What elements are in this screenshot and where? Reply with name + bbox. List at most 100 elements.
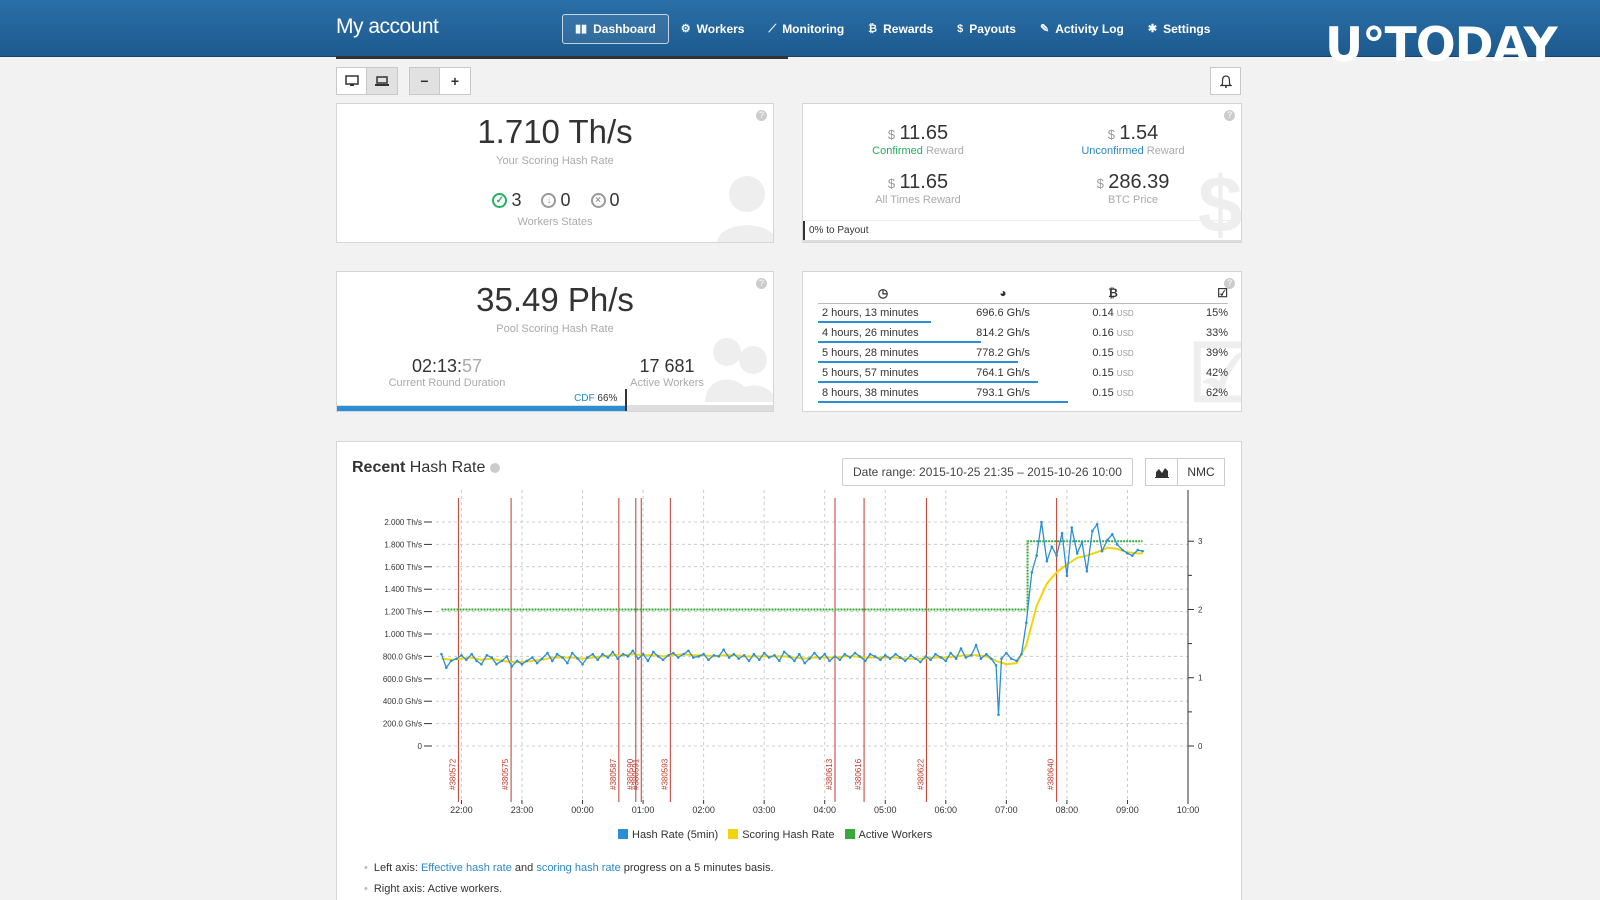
round-duration-cell: 4 hours, 26 minutes bbox=[822, 327, 919, 339]
block-marker-label: #380640 bbox=[1047, 758, 1056, 790]
round-duration-bar bbox=[818, 381, 1038, 383]
hash-rate-point bbox=[490, 656, 494, 659]
payout-progress-text: 0% to Payout bbox=[809, 225, 869, 236]
hash-rate-point bbox=[797, 652, 801, 656]
view-toggle bbox=[336, 67, 398, 95]
nav-rewards[interactable]: ₿ Rewards bbox=[856, 14, 945, 44]
hash-rate-point bbox=[449, 659, 453, 663]
nav-workers[interactable]: ⚙ Workers bbox=[669, 14, 757, 44]
help-icon[interactable]: ? bbox=[1224, 278, 1235, 289]
table-row[interactable]: 5 hours, 57 minutes 764.1 Gh/s 0.15 USD 42% bbox=[818, 363, 1228, 383]
hash-rate-point bbox=[1106, 538, 1109, 542]
reward-label: Reward bbox=[922, 145, 964, 157]
zoom-out-button[interactable]: − bbox=[409, 67, 440, 95]
nav-payouts[interactable]: $ Payouts bbox=[945, 14, 1028, 44]
date-range-picker[interactable]: Date range: 2015-10-25 21:35 – 2015-10-2… bbox=[842, 458, 1133, 486]
hash-rate-point bbox=[1080, 540, 1084, 544]
worker-state-count: 3 bbox=[511, 190, 522, 210]
round-duration-seconds: 57 bbox=[462, 356, 483, 376]
x-tick-label: 03:00 bbox=[753, 805, 776, 815]
reward-label: Reward bbox=[1143, 145, 1185, 157]
hash-rate-point bbox=[652, 650, 655, 654]
help-icon[interactable]: ? bbox=[1224, 110, 1235, 121]
legend-item[interactable]: Hash Rate (5min) bbox=[618, 829, 718, 841]
worker-state-count: 0 bbox=[560, 190, 571, 210]
table-row[interactable]: 4 hours, 26 minutes 814.2 Gh/s 0.16 USD 33% bbox=[818, 323, 1228, 343]
hash-rate-point bbox=[646, 659, 650, 663]
round-reward-cell: 0.14 bbox=[1092, 307, 1114, 320]
hash-rate-point bbox=[550, 659, 554, 663]
block-marker-label: #380572 bbox=[448, 758, 457, 790]
hash-rate-point bbox=[1045, 559, 1049, 563]
recent-hashrate-panel bbox=[336, 441, 1242, 900]
legend-item[interactable]: Scoring Hash Rate bbox=[728, 829, 835, 841]
hash-rate-point bbox=[440, 652, 443, 656]
currency-unit: USD bbox=[1116, 309, 1134, 319]
bell-button[interactable] bbox=[1210, 67, 1241, 95]
help-icon[interactable]: ? bbox=[756, 278, 767, 289]
hash-rate-point bbox=[616, 657, 619, 660]
series-hash-rate bbox=[440, 521, 1143, 715]
worker-state[interactable]: ↓ 0 bbox=[541, 190, 571, 211]
worker-state[interactable]: ✓ 3 bbox=[492, 190, 521, 211]
hash-rate-point bbox=[530, 656, 534, 659]
chart-legend: Hash Rate (5min) Scoring Hash Rate Active … bbox=[618, 829, 932, 841]
hash-rate-point bbox=[944, 659, 948, 663]
hash-rate-point bbox=[601, 652, 604, 656]
table-row[interactable]: 2 hours, 13 minutes 696.6 Gh/s 0.14 USD 15% bbox=[818, 303, 1228, 323]
table-row[interactable]: 5 hours, 28 minutes 778.2 Gh/s 0.15 USD 39% bbox=[818, 343, 1228, 363]
worker-states: ✓ 3 ↓ 0 × 0 bbox=[337, 190, 773, 211]
y-left-tick-label: 1.400 Th/s bbox=[384, 585, 422, 594]
active-workers-label: Active Workers bbox=[630, 377, 704, 389]
nav-monitoring[interactable]: ⟋ Monitoring bbox=[756, 14, 856, 44]
zoom-in-button[interactable]: + bbox=[440, 67, 471, 95]
chart-title-rest: Hash Rate bbox=[405, 459, 486, 476]
hash-rate-point bbox=[596, 658, 599, 662]
help-icon[interactable]: ? bbox=[756, 110, 767, 121]
x-circle-icon: × bbox=[590, 193, 606, 208]
hash-rate-point bbox=[1070, 526, 1074, 529]
nav-activity-log[interactable]: ✎ Activity Log bbox=[1028, 14, 1136, 44]
hash-rate-point bbox=[903, 659, 907, 663]
hash-rate-point bbox=[985, 652, 988, 656]
nmc-button[interactable]: NMC bbox=[1177, 458, 1225, 486]
nav-settings[interactable]: ✱ Settings bbox=[1136, 14, 1223, 44]
block-marker-label: #380587 bbox=[609, 758, 618, 790]
log-icon: ✎ bbox=[1039, 23, 1050, 35]
scoring-hashrate-link[interactable]: scoring hash rate bbox=[536, 862, 621, 874]
hash-rate-point bbox=[773, 653, 776, 657]
x-tick-label: 07:00 bbox=[995, 805, 1018, 815]
effective-hashrate-link[interactable]: Effective hash rate bbox=[420, 862, 512, 874]
workers-icon: ⚙ bbox=[680, 23, 691, 35]
hash-rate-point bbox=[1141, 549, 1144, 553]
hash-rate-point bbox=[879, 658, 882, 662]
x-tick-label: 08:00 bbox=[1056, 805, 1079, 815]
hash-rate-point bbox=[997, 713, 1000, 716]
hash-rate-point bbox=[676, 656, 680, 659]
round-duration-cell: 2 hours, 13 minutes bbox=[822, 307, 919, 320]
nav-label: Payouts bbox=[969, 22, 1016, 36]
y-left-tick-label: 1.600 Th/s bbox=[384, 563, 422, 572]
y-left-tick-label: 1.200 Th/s bbox=[384, 608, 422, 617]
hash-rate-point bbox=[758, 658, 761, 662]
round-duration-bar bbox=[818, 401, 1068, 403]
hash-rate-point bbox=[1065, 574, 1069, 578]
table-row[interactable]: 8 hours, 38 minutes 793.1 Gh/s 0.15 USD 62% bbox=[818, 383, 1228, 403]
desktop-view-button[interactable] bbox=[336, 67, 367, 95]
hash-rate-point bbox=[586, 656, 589, 659]
legend-item[interactable]: Active Workers bbox=[844, 829, 932, 841]
legend-swatch bbox=[844, 829, 855, 839]
nav-dashboard[interactable]: ▮▮ Dashboard bbox=[562, 14, 669, 44]
hash-rate-point bbox=[1020, 652, 1023, 656]
laptop-view-button[interactable] bbox=[367, 67, 398, 95]
help-icon[interactable] bbox=[489, 463, 500, 473]
nav-label: Dashboard bbox=[593, 22, 656, 36]
chart-type-button[interactable] bbox=[1145, 458, 1178, 486]
worker-state[interactable]: × 0 bbox=[590, 190, 620, 211]
hash-rate-point bbox=[899, 656, 902, 659]
y-left-tick-label: 1.000 Th/s bbox=[384, 630, 422, 639]
y-left-tick-label: 1.800 Th/s bbox=[384, 540, 422, 549]
hash-rate-point bbox=[444, 666, 448, 669]
hash-rate-point bbox=[455, 657, 458, 660]
hash-rate-point bbox=[717, 655, 721, 658]
